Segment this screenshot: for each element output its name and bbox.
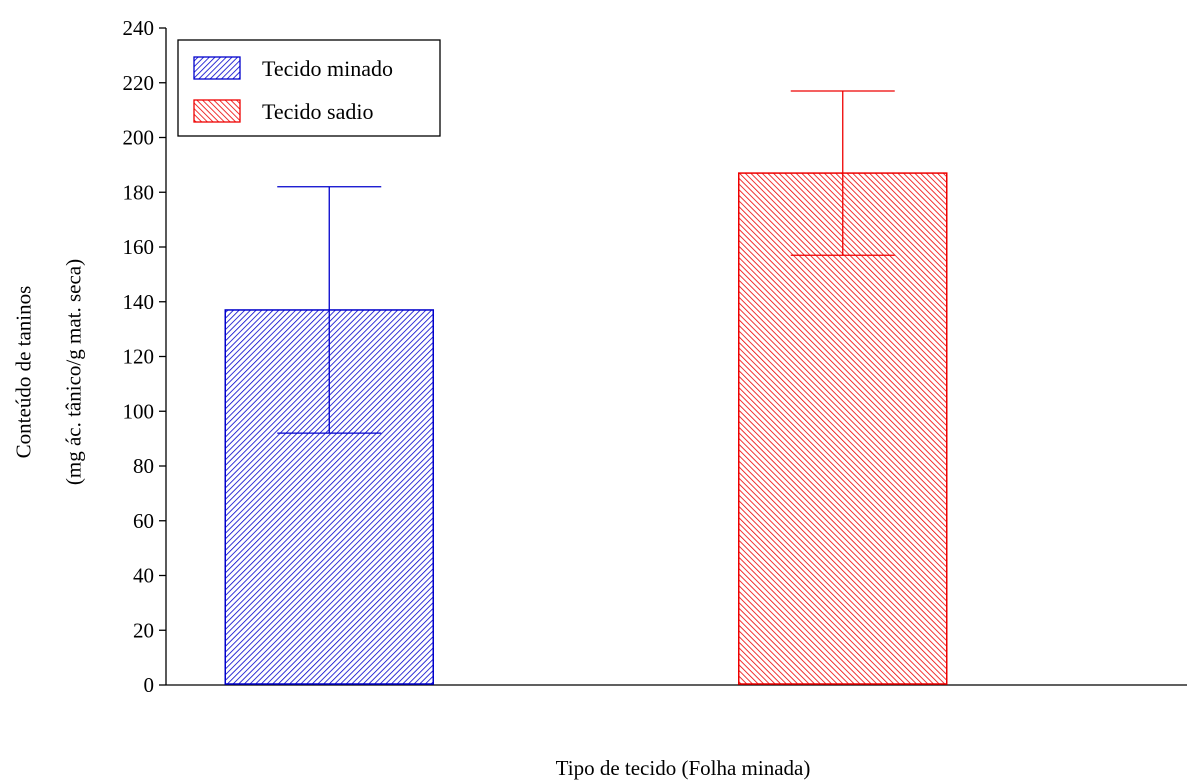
bars [224, 172, 948, 685]
legend-swatch [193, 99, 241, 123]
y-axis-label-line-1: Conteúdo de taninos [11, 285, 36, 459]
legend-label: Tecido sadio [262, 99, 373, 124]
y-tick-label: 60 [133, 509, 154, 533]
legend-swatch [193, 56, 241, 80]
axes: 0 20 40 60 80 100 120 140 160 180 200 220 240 [123, 16, 1187, 697]
y-tick-label: 240 [123, 16, 155, 40]
y-tick-label: 220 [123, 71, 155, 95]
y-axis-label-line-2: (mg ác. tânico/g mat. seca) [61, 258, 86, 486]
bar [738, 172, 948, 685]
y-tick-label: 200 [123, 126, 155, 150]
y-tick-label: 120 [123, 345, 155, 369]
y-tick-label: 180 [123, 180, 155, 204]
y-tick-label: 140 [123, 290, 155, 314]
y-tick-label: 20 [133, 618, 154, 642]
y-tick-label: 0 [144, 673, 155, 697]
x-axis-label: Tipo de tecido (Folha minada) [555, 756, 811, 780]
y-tick-label: 100 [123, 399, 155, 423]
legend: Tecido minado Tecido sadio [177, 39, 441, 137]
legend-label: Tecido minado [262, 56, 393, 81]
y-tick-label: 40 [133, 564, 154, 588]
y-tick-label: 160 [123, 235, 155, 259]
error-bars [277, 90, 895, 434]
y-tick-label: 80 [133, 454, 154, 478]
